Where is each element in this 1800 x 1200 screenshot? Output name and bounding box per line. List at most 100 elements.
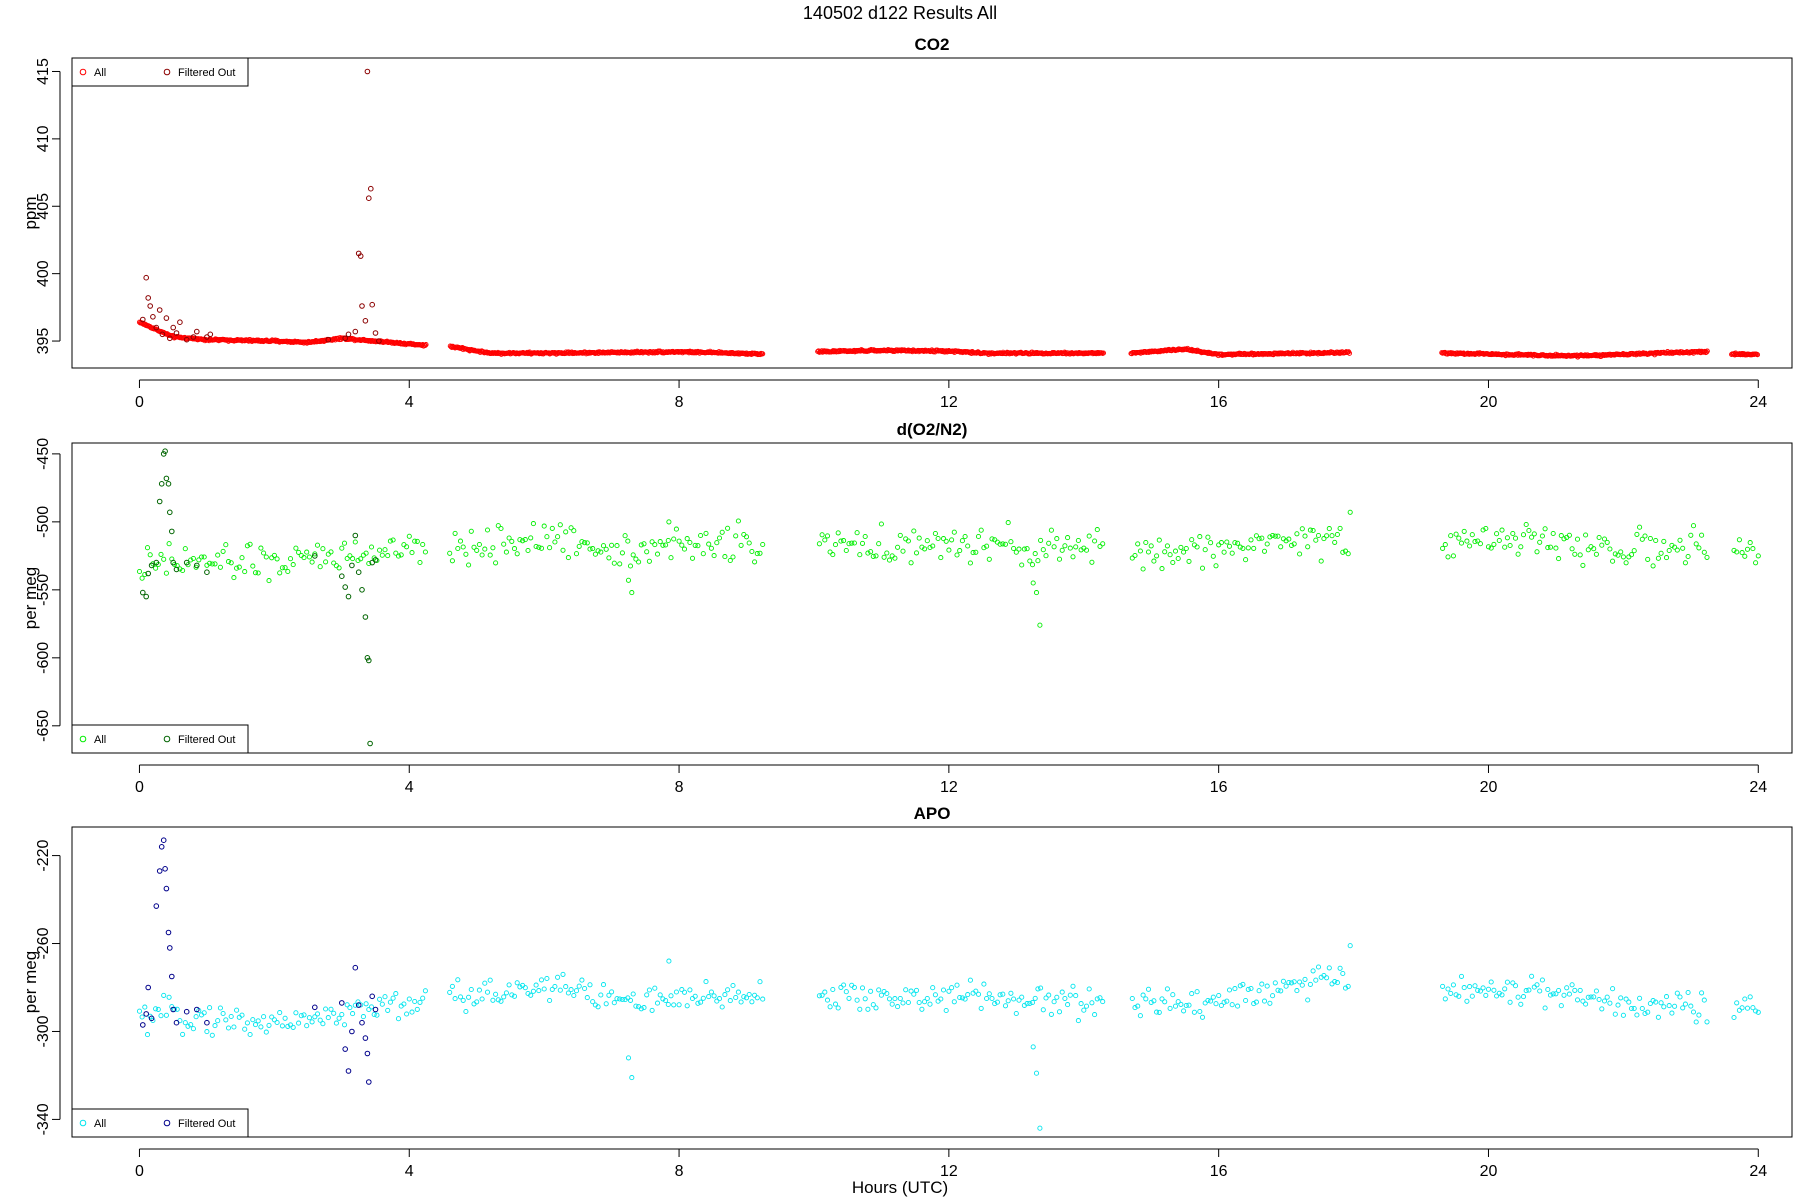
point-all <box>822 537 828 543</box>
point-all <box>463 1008 469 1015</box>
point-all <box>142 571 148 578</box>
point-all <box>946 988 952 994</box>
point-all <box>174 563 180 569</box>
point-all <box>239 1012 245 1018</box>
point-all <box>482 980 488 986</box>
point-all <box>1669 1010 1675 1016</box>
point-all <box>1631 1005 1637 1012</box>
point-all <box>716 535 723 541</box>
point-all <box>1472 983 1478 989</box>
point-all <box>757 979 763 985</box>
point-all <box>1259 535 1265 541</box>
point-all <box>1585 994 1591 1000</box>
point-all <box>423 342 429 348</box>
point-all <box>1696 1012 1702 1018</box>
point-all <box>1253 533 1259 539</box>
point-all <box>1442 542 1448 548</box>
point-filtered <box>325 336 332 343</box>
point-all <box>884 990 890 997</box>
point-all <box>587 982 593 988</box>
point-all <box>843 989 849 995</box>
point-all <box>1642 1010 1648 1017</box>
y-tick-label: -500 <box>35 506 52 538</box>
point-filtered <box>145 984 151 991</box>
y-tick-label: 405 <box>35 193 52 220</box>
point-all <box>1345 551 1351 557</box>
point-all <box>1148 543 1154 549</box>
point-filtered <box>355 569 362 576</box>
x-tick-label: 4 <box>405 394 414 411</box>
point-all <box>1043 553 1049 559</box>
point-all <box>1313 537 1319 543</box>
point-all <box>336 565 342 571</box>
point-all <box>1172 548 1179 554</box>
point-all <box>698 532 704 539</box>
point-all <box>940 536 947 542</box>
point-all <box>1297 551 1303 557</box>
data-points <box>136 68 1761 360</box>
legend-box <box>71 724 249 754</box>
point-all <box>269 1014 275 1020</box>
point-all <box>905 999 911 1006</box>
point-all <box>838 984 844 990</box>
point-all <box>644 992 650 998</box>
point-all <box>1186 1002 1192 1008</box>
point-all <box>1510 980 1516 986</box>
y-tick-label: 395 <box>35 328 52 355</box>
point-all <box>1326 526 1332 532</box>
point-all <box>708 545 714 551</box>
point-all <box>1734 1000 1740 1006</box>
point-all <box>895 544 901 550</box>
point-all <box>741 531 747 538</box>
point-all <box>1221 549 1227 555</box>
point-all <box>563 984 569 990</box>
point-all <box>927 544 933 551</box>
point-filtered <box>372 330 379 336</box>
y-tick-label: -220 <box>35 839 52 871</box>
point-all <box>447 550 453 556</box>
point-all <box>314 1011 321 1017</box>
point-filtered <box>345 1068 352 1074</box>
point-all <box>1145 986 1152 992</box>
point-all <box>1464 538 1470 544</box>
x-tick-label: 0 <box>135 779 144 796</box>
point-filtered <box>355 1002 362 1008</box>
point-all <box>236 564 242 570</box>
point-all <box>368 544 375 550</box>
point-all <box>452 530 458 536</box>
point-all <box>1051 544 1057 550</box>
point-all <box>1642 533 1648 539</box>
point-all <box>668 993 674 999</box>
point-all <box>420 541 426 548</box>
legend: All Filtered Out <box>71 57 249 87</box>
point-all <box>619 550 625 556</box>
point-all <box>511 993 518 999</box>
point-all <box>1754 352 1761 358</box>
point-all <box>1237 544 1243 550</box>
point-all <box>166 541 172 547</box>
point-all <box>493 991 499 997</box>
point-all <box>1566 991 1572 997</box>
point-all <box>390 995 396 1001</box>
legend-marker-all <box>79 735 87 743</box>
point-all <box>541 523 547 529</box>
point-all <box>552 983 558 990</box>
legend-marker-all <box>79 1119 87 1127</box>
point-all <box>215 1018 221 1024</box>
point-all <box>935 535 941 542</box>
point-all <box>1029 562 1036 568</box>
point-all <box>509 992 515 998</box>
x-tick-label: 0 <box>135 394 144 411</box>
point-all <box>1235 540 1241 546</box>
point-all <box>1059 547 1065 553</box>
point-all <box>331 560 337 566</box>
point-all <box>557 522 563 528</box>
point-all <box>549 525 555 531</box>
point-all <box>1089 1000 1095 1006</box>
point-all <box>1456 535 1462 541</box>
point-filtered <box>204 569 210 576</box>
point-all <box>630 552 636 558</box>
point-all <box>633 556 639 562</box>
point-filtered <box>359 587 365 593</box>
legend-marker-filtered <box>163 735 171 743</box>
